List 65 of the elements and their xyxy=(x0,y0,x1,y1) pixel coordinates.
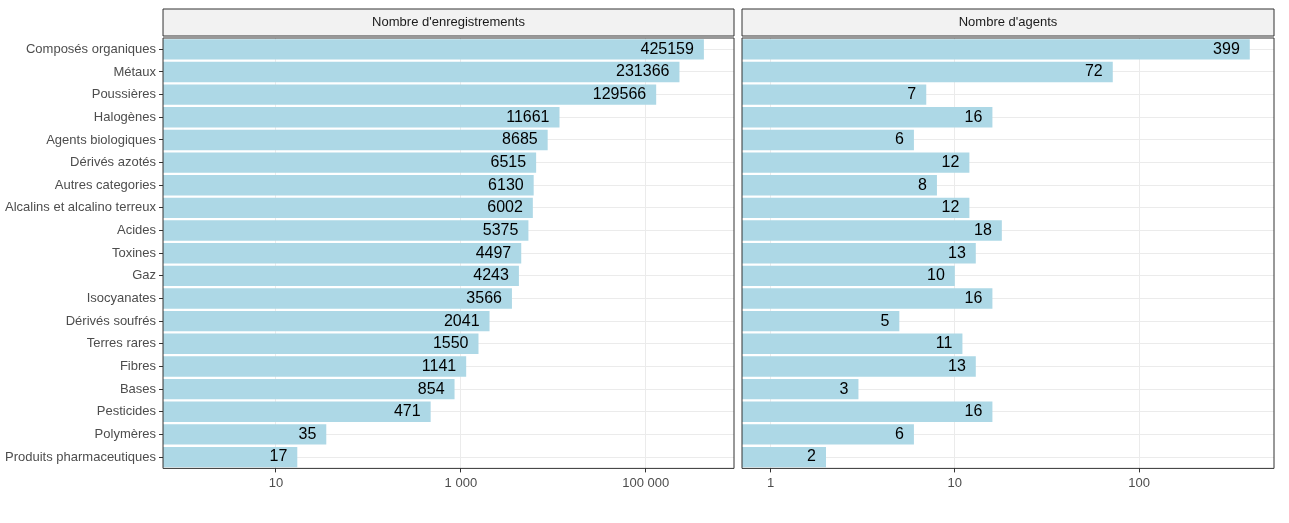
y-tick-label: Dérivés azotés xyxy=(70,154,157,170)
data-label: 3 xyxy=(839,379,849,397)
data-label: 16 xyxy=(964,288,983,306)
y-tick-label: Composés organiques xyxy=(25,40,157,56)
data-label: 854 xyxy=(417,379,445,397)
y-tick-label: Isocyanates xyxy=(86,290,157,306)
data-label: 6 xyxy=(895,424,905,442)
x-tick-label: 100 000 xyxy=(622,474,670,490)
data-label: 1141 xyxy=(421,356,457,374)
x-tick-label: 1 xyxy=(766,474,775,490)
y-tick-label: Autres categories xyxy=(54,176,157,192)
y-tick-label: Agents biologiques xyxy=(46,131,157,147)
y-tick-label: Poussières xyxy=(91,86,157,102)
data-label: 4243 xyxy=(473,266,510,284)
data-label: 5 xyxy=(880,311,890,329)
data-label: 2041 xyxy=(443,311,480,329)
data-label: 8 xyxy=(918,175,928,193)
data-label: 8685 xyxy=(502,130,538,148)
y-tick-label: Dérivés soufrés xyxy=(65,312,157,328)
y-tick-label: Terres rares xyxy=(86,335,157,351)
data-label: 7 xyxy=(907,85,917,103)
data-label: 471 xyxy=(393,402,421,420)
data-label: 3566 xyxy=(466,288,503,306)
data-label: 13 xyxy=(947,356,966,374)
data-label: 12 xyxy=(941,198,960,216)
y-tick-label: Alcalins et alcalino terreux xyxy=(5,199,157,215)
x-tick-label: 10 xyxy=(947,474,963,490)
data-label: 2 xyxy=(807,447,817,465)
data-label: 10 xyxy=(927,266,945,284)
x-tick-label: 1 000 xyxy=(444,474,478,490)
data-label: 399 xyxy=(1213,39,1240,57)
data-label: 13 xyxy=(947,243,966,261)
y-tick-label: Halogènes xyxy=(93,108,157,124)
data-label: 1550 xyxy=(432,334,469,352)
data-label: 129566 xyxy=(592,85,647,103)
y-tick-label: Fibres xyxy=(119,358,157,374)
data-label: 5375 xyxy=(482,220,519,238)
data-label: 16 xyxy=(964,402,983,420)
data-label: 6515 xyxy=(490,153,527,170)
data-label: 11 xyxy=(935,334,953,352)
chart-title: Nombre d'enregistrements xyxy=(372,14,526,30)
y-tick-label: Toxines xyxy=(111,244,157,260)
data-label: 16 xyxy=(964,107,983,125)
y-tick-label: Gaz xyxy=(132,267,157,283)
data-label: 72 xyxy=(1084,62,1103,80)
data-label: 6002 xyxy=(487,198,523,216)
chart-title: Nombre d'agents xyxy=(958,14,1058,30)
data-label: 12 xyxy=(941,153,960,170)
data-label: 6130 xyxy=(488,175,524,193)
data-label: 425159 xyxy=(640,39,694,57)
y-tick-label: Acides xyxy=(117,222,157,238)
y-tick-label: Bases xyxy=(119,380,157,396)
y-tick-label: Polymères xyxy=(94,426,157,441)
data-label: 231366 xyxy=(616,62,670,80)
x-tick-label: 10 xyxy=(268,474,284,490)
data-label: 18 xyxy=(974,220,992,238)
data-label: 6 xyxy=(895,130,905,148)
data-label: 17 xyxy=(269,447,288,465)
data-label: 11661 xyxy=(506,107,550,125)
data-label: 4497 xyxy=(475,243,512,261)
y-tick-label: Pesticides xyxy=(96,403,157,419)
data-label: 35 xyxy=(298,424,317,442)
x-tick-label: 100 xyxy=(1128,474,1150,490)
y-tick-label: Métaux xyxy=(113,63,157,79)
y-tick-label: Produits pharmaceutiques xyxy=(5,448,157,464)
